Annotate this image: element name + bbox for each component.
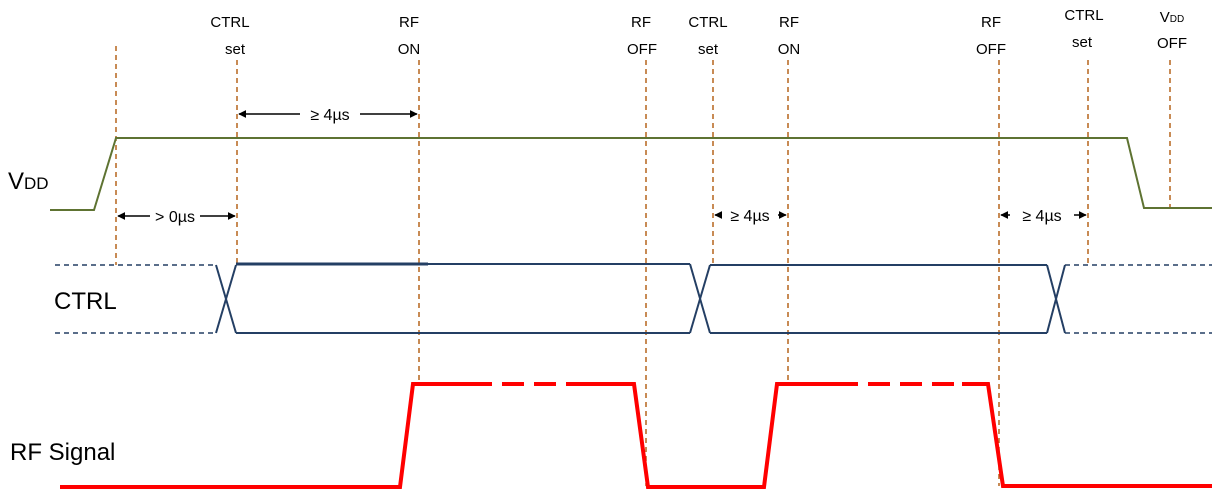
interval-label-ctrl-to-rf-2: ≥ 4µs: [730, 208, 769, 225]
signal-label-rf: RF Signal: [10, 439, 115, 466]
event-label-vdd-off-sub: DD: [1170, 14, 1184, 25]
vdd-waveform: [50, 137, 1212, 211]
event-label-ctrl-set-1-line1: CTRL: [210, 14, 249, 31]
event-label-rf-on-2-line1: RF: [779, 14, 799, 31]
event-label-vdd-off-main: V: [1160, 9, 1170, 26]
event-label-ctrl-set-3-line1: CTRL: [1064, 7, 1103, 24]
signal-label-vdd-main: V: [8, 168, 24, 195]
event-label-rf-off-2-line1: RF: [981, 14, 1001, 31]
event-label-rf-on-2-line2: ON: [778, 41, 801, 58]
rf-waveform: [60, 382, 1212, 489]
event-labels: CTRL set RF ON RF OFF CTRL set RF ON RF …: [210, 7, 1187, 58]
interval-arrows: [117, 110, 1087, 220]
event-markers: [115, 46, 1171, 486]
event-label-rf-off-1-line1: RF: [631, 14, 651, 31]
signal-label-vdd-sub: DD: [24, 174, 49, 193]
signal-label-ctrl: CTRL: [54, 288, 117, 315]
ctrl-waveform: [55, 262, 1212, 334]
event-label-rf-off-1-line2: OFF: [627, 41, 657, 58]
interval-label-ctrl-to-rf: ≥ 4µs: [310, 107, 349, 124]
event-label-ctrl-set-2-line2: set: [698, 41, 719, 58]
event-label-ctrl-set-2-line1: CTRL: [688, 14, 727, 31]
signal-label-vdd: VDD: [8, 168, 49, 195]
interval-label-rf-off-to-ctrl: ≥ 4µs: [1022, 208, 1061, 225]
event-label-ctrl-set-3-line2: set: [1072, 34, 1093, 51]
interval-label-vdd-to-ctrl: > 0µs: [155, 209, 195, 226]
event-label-vdd-off-line2: OFF: [1157, 35, 1187, 52]
event-label-rf-on-1-line1: RF: [399, 14, 419, 31]
event-label-vdd-off-line1: VDD: [1160, 9, 1184, 26]
event-label-rf-on-1-line2: ON: [398, 41, 421, 58]
event-label-ctrl-set-1-line2: set: [225, 41, 246, 58]
event-label-rf-off-2-line2: OFF: [976, 41, 1006, 58]
